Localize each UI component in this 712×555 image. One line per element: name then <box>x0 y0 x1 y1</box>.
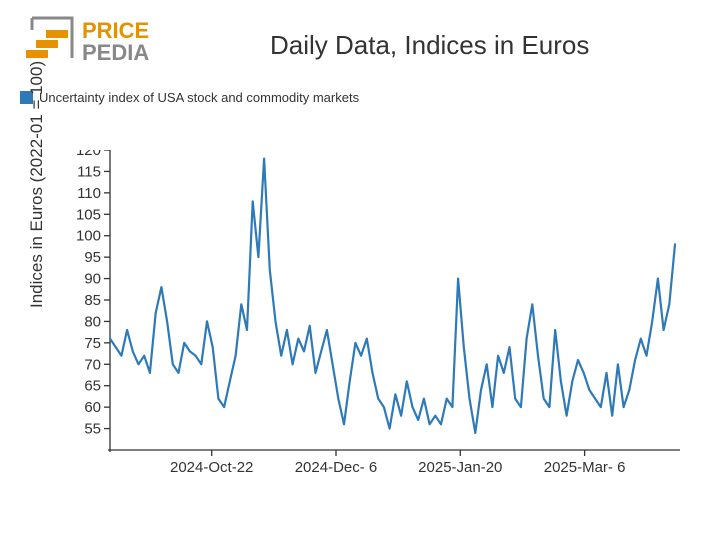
ytick-label: 85 <box>84 292 101 309</box>
ytick-label: 75 <box>84 335 101 352</box>
series-line <box>110 159 675 433</box>
xtick-label: 2024-Oct-22 <box>170 459 253 476</box>
chart-area: Indices in Euros (2022-01 = 100) 5560657… <box>30 150 690 510</box>
chart-title: Daily Data, Indices in Euros <box>270 30 589 61</box>
xtick-label: 2025-Mar- 6 <box>544 459 626 476</box>
ytick-label: 60 <box>84 399 101 416</box>
ytick-label: 100 <box>76 228 101 245</box>
ytick-label: 110 <box>77 185 101 202</box>
ytick-label: 105 <box>76 206 101 223</box>
ytick-label: 70 <box>84 356 101 373</box>
logo-text-bottom: PEDIA <box>82 40 149 65</box>
ytick-label: 80 <box>84 313 101 330</box>
xtick-label: 2024-Dec- 6 <box>295 459 378 476</box>
ytick-label: 65 <box>84 378 101 395</box>
ytick-label: 115 <box>77 163 101 180</box>
legend: Uncertainty index of USA stock and commo… <box>20 90 359 105</box>
chart-svg: 55 60 65 70 75 80 85 90 95 100 105 110 115 120 2024-Oc… <box>30 150 690 510</box>
ytick-label: 120 <box>76 150 101 159</box>
xtick-label: 2025-Jan-20 <box>418 459 502 476</box>
ytick-label: 90 <box>84 271 101 288</box>
ytick-label: 95 <box>84 249 101 266</box>
legend-label: Uncertainty index of USA stock and commo… <box>39 90 359 105</box>
ytick-label: 55 <box>84 421 101 438</box>
